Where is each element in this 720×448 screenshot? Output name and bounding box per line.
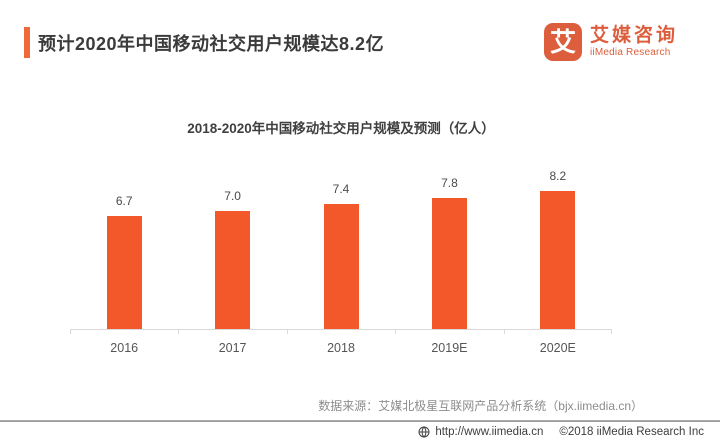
- chart-title: 2018-2020年中国移动社交用户规模及预测（亿人）: [187, 121, 495, 136]
- x-axis-label-2019E: 2019E: [431, 341, 468, 355]
- bar-chart: 6.7 7.0 7.4 7.8 8.2 2016 2017 2018 2019E 2020E: [70, 160, 612, 355]
- bar-value-label: 7.4: [332, 182, 350, 196]
- iimedia-logo-icon: 艾: [544, 23, 582, 61]
- bar-2017: [215, 211, 251, 329]
- iimedia-logo: 艾 艾媒咨询 iiMedia Research: [544, 23, 678, 61]
- bar-2019E: [431, 198, 467, 329]
- axis-tick: [395, 330, 397, 334]
- x-axis-label-2020E: 2020E: [539, 341, 576, 355]
- axis-tick: [70, 330, 71, 334]
- axis-tick: [503, 330, 505, 334]
- footer-copyright: ©2018 iiMedia Research Inc: [559, 426, 704, 438]
- x-axis-label-2017: 2017: [218, 341, 247, 355]
- bar-group-2019E: 7.8: [395, 160, 503, 329]
- x-axis-label-2018: 2018: [327, 341, 355, 355]
- bar-value-label: 7.0: [224, 189, 241, 203]
- axis-tick: [611, 330, 612, 334]
- bar-value-label: 8.2: [549, 169, 567, 183]
- bar-2018: [323, 204, 359, 329]
- footer-divider: [0, 420, 720, 422]
- x-axis-ticks: [70, 330, 612, 334]
- page-title: 预计2020年中国移动社交用户规模达8.2亿: [38, 34, 385, 54]
- bar-group-2017: 7.0: [178, 160, 286, 329]
- data-source-note: 数据来源：艾媒北极星互联网产品分析系统（bjx.iimedia.cn）: [318, 399, 643, 413]
- axis-tick: [286, 330, 288, 334]
- chart-plot-area: 6.7 7.0 7.4 7.8 8.2: [70, 160, 612, 330]
- bar-group-2020E: 8.2: [504, 160, 612, 329]
- title-accent-bar: [24, 27, 30, 58]
- bar-value-label: 7.8: [441, 176, 458, 190]
- x-axis-labels: 2016 2017 2018 2019E 2020E: [70, 334, 612, 355]
- bar-2016: [106, 216, 142, 329]
- x-axis-label-2016: 2016: [110, 341, 139, 355]
- logo-name-en: iiMedia Research: [590, 47, 671, 58]
- bar-2020E: [540, 191, 576, 329]
- footer-url[interactable]: http://www.iimedia.cn: [435, 426, 544, 438]
- bar-group-2018: 7.4: [287, 160, 395, 329]
- logo-name-cn: 艾媒咨询: [590, 25, 679, 46]
- bar-group-2016: 6.7: [70, 160, 178, 329]
- bar-value-label: 6.7: [115, 194, 133, 208]
- footer: http://www.iimedia.cn ©2018 iiMedia Rese…: [418, 426, 704, 438]
- globe-icon: [418, 426, 430, 438]
- logo-text: 艾媒咨询 iiMedia Research: [590, 23, 678, 58]
- axis-tick: [178, 330, 180, 334]
